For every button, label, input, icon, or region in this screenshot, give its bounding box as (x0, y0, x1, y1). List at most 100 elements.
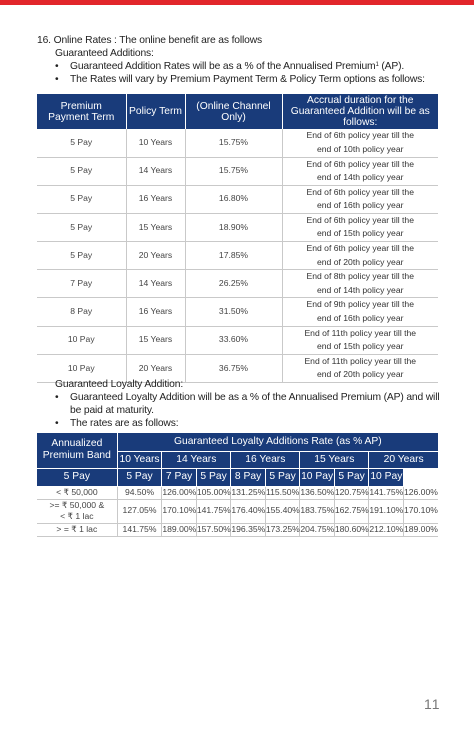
table-row: 5 Pay 15 Years 18.90% End of 6th policy yea… (37, 213, 438, 243)
footnote-marker: 1 (375, 62, 379, 68)
header-pay: 8 Pay (230, 468, 266, 487)
accrual-line: End of 8th policy year till the (306, 271, 414, 282)
table-row: 7 Pay 14 Years 26.25% End of 8th policy yea… (37, 269, 438, 299)
cell-premium-payment-term: 10 Pay (37, 354, 127, 384)
accrual-line: End of 11th policy year till the (304, 355, 417, 366)
cell-rate: 126.00% (403, 486, 438, 500)
bullet-text: Guaranteed Loyalty Addition will be as a… (70, 392, 440, 416)
header-term: 10 Years (117, 451, 163, 469)
header-term: 15 Years (299, 451, 370, 469)
table-row: 5 Pay 10 Years 15.75% End of 6th policy yea… (37, 129, 438, 158)
cell-rate: 170.10% (161, 499, 197, 524)
accrual-line: End of 6th policy year till the (306, 158, 414, 169)
cell-rate: 26.25% (185, 269, 283, 299)
cell-premium-payment-term: 8 Pay (37, 297, 127, 327)
header-loyalty-rate: Guaranteed Loyalty Additions Rate (as % … (117, 433, 438, 452)
cell-rate: 131.25% (230, 486, 266, 500)
loyalty-additions-table: Annualized Premium Band Guaranteed Loyal… (37, 433, 438, 537)
accrual-line: End of 11th policy year till the (304, 327, 417, 338)
accrual-line: End of 6th policy year till the (306, 243, 414, 254)
accrual-line: end of 10th policy year (317, 143, 404, 154)
guaranteed-additions-heading: Guaranteed Additions: (55, 48, 154, 59)
band-line: >= ₹ 50,000 & (49, 499, 105, 510)
accrual-line: end of 16th policy year (317, 313, 404, 324)
band-line: < ₹ 50,000 (56, 486, 98, 497)
cell-rate: 170.10% (403, 499, 438, 524)
cell-policy-term: 20 Years (126, 241, 186, 271)
header-premium-band: Annualized Premium Band (37, 433, 118, 469)
cell-rate: 33.60% (185, 326, 283, 355)
cell-rate: 16.80% (185, 185, 283, 214)
header-pay: 7 Pay (161, 468, 197, 487)
table-row: >= ₹ 50,000 & < ₹ 1 lac 127.05% 170.10% 141.… (37, 499, 438, 524)
online-rates-section: 16. Online Rates : The online benefit ar… (37, 34, 441, 86)
bullet-item: • Guaranteed Loyalty Addition will be as… (37, 391, 441, 417)
table-row: 8 Pay 16 Years 31.50% End of 9th policy yea… (37, 297, 438, 327)
cell-premium-payment-term: 10 Pay (37, 326, 127, 355)
accrual-line: end of 15th policy year (317, 341, 404, 352)
cell-policy-term: 15 Years (126, 326, 186, 355)
bullet-text: Guaranteed Addition Rates will be as a %… (70, 61, 376, 72)
accrual-line: end of 20th policy year (317, 369, 404, 380)
cell-accrual-duration: End of 11th policy year till the end of 2… (282, 354, 438, 384)
bullet-item: • The rates are as follows: (37, 417, 441, 430)
bullet-dot: • (55, 392, 59, 403)
cell-rate: 136.50% (299, 486, 335, 500)
cell-premium-payment-term: 5 Pay (37, 213, 127, 243)
cell-rate: 191.10% (368, 499, 404, 524)
cell-rate: 196.35% (230, 523, 266, 537)
cell-rate: 212.10% (368, 523, 404, 537)
top-accent-bar (0, 0, 474, 5)
cell-policy-term: 16 Years (126, 185, 186, 214)
table-row: 5 Pay 14 Years 15.75% End of 6th policy yea… (37, 157, 438, 186)
header-pay: 5 Pay (37, 468, 118, 487)
header-pay: 10 Pay (299, 468, 335, 487)
cell-accrual-duration: End of 11th policy year till the end of 1… (282, 326, 438, 355)
accrual-line: End of 6th policy year till the (306, 130, 414, 141)
cell-premium-payment-term: 5 Pay (37, 129, 127, 158)
accrual-line: End of 6th policy year till the (306, 186, 414, 197)
cell-rate: 15.75% (185, 129, 283, 158)
accrual-line: end of 16th policy year (317, 200, 404, 211)
cell-rate: 105.00% (196, 486, 232, 500)
cell-rate: 36.75% (185, 354, 283, 384)
bullet-dot: • (55, 74, 59, 85)
cell-rate: 173.25% (265, 523, 301, 537)
bullet-suffix: (AP). (378, 61, 405, 72)
cell-rate: 162.75% (334, 499, 370, 524)
cell-accrual-duration: End of 6th policy year till the end of 15… (282, 213, 438, 243)
cell-policy-term: 14 Years (126, 157, 186, 186)
cell-rate: 189.00% (403, 523, 438, 537)
cell-rate: 126.00% (161, 486, 197, 500)
band-line: > = ₹ 1 lac (56, 523, 98, 534)
section-title: Online Rates : The online benefit are as… (53, 35, 263, 46)
cell-rate: 204.75% (299, 523, 335, 537)
cell-rate: 18.90% (185, 213, 283, 243)
cell-accrual-duration: End of 9th policy year till the end of 16… (282, 297, 438, 327)
page-number: 11 (424, 696, 441, 712)
cell-rate: 120.75% (334, 486, 370, 500)
cell-rate: 176.40% (230, 499, 266, 524)
accrual-line: end of 15th policy year (317, 228, 404, 239)
header-pay: 5 Pay (265, 468, 301, 487)
header-term: 16 Years (230, 451, 301, 469)
cell-policy-term: 20 Years (126, 354, 186, 384)
cell-rate: 94.50% (117, 486, 163, 500)
accrual-line: end of 20th policy year (317, 256, 404, 267)
header-term: 20 Years (368, 451, 438, 469)
header-term: 14 Years (161, 451, 232, 469)
table-row: 5 Pay 20 Years 17.85% End of 6th policy yea… (37, 241, 438, 271)
table-row: 10 Pay 20 Years 36.75% End of 11th policy y… (37, 354, 438, 384)
header-accrual-duration: Accrual duration for the Guaranteed Addi… (282, 94, 438, 129)
bullet-dot: • (55, 418, 59, 429)
cell-accrual-duration: End of 6th policy year till the end of 14… (282, 157, 438, 186)
cell-accrual-duration: End of 8th policy year till the end of 14… (282, 269, 438, 299)
cell-premium-band: > = ₹ 1 lac (37, 523, 118, 537)
header-pay: 5 Pay (196, 468, 232, 487)
cell-rate: 189.00% (161, 523, 197, 537)
table-row: < ₹ 50,000 94.50% 126.00% 105.00% 131.25% 115… (37, 486, 438, 500)
cell-rate: 183.75% (299, 499, 335, 524)
bullet-item: • The Rates will vary by Premium Payment… (37, 73, 441, 86)
cell-premium-payment-term: 5 Pay (37, 241, 127, 271)
accrual-line: End of 6th policy year till the (306, 214, 414, 225)
